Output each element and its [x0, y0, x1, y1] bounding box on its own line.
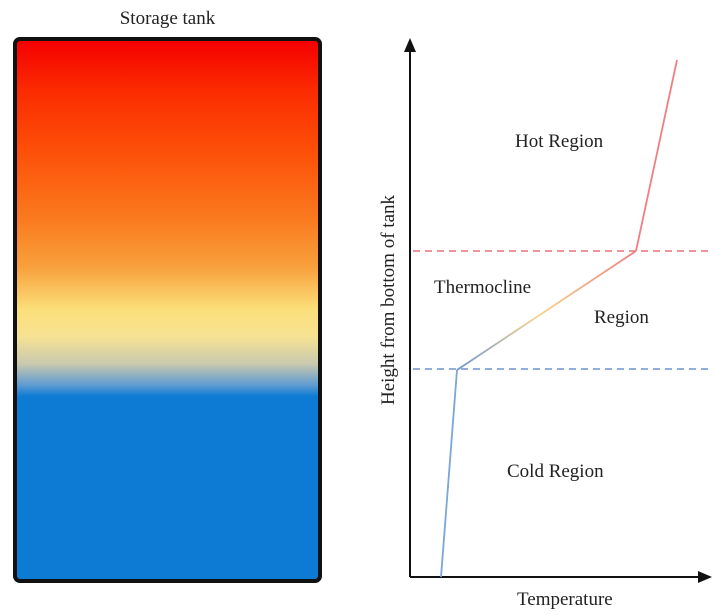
storage-tank: [13, 37, 322, 583]
hot-region-label: Hot Region: [515, 131, 604, 152]
thermocline-profile: [456, 250, 637, 371]
tank-title: Storage tank: [119, 8, 216, 29]
cold-region-profile: [440, 369, 458, 578]
x-axis-arrow-icon: [698, 571, 712, 583]
x-axis-label: Temperature: [517, 589, 613, 610]
y-axis-arrow-icon: [404, 38, 416, 52]
hot-region-profile: [635, 59, 678, 252]
thermocline-region-label: Region: [594, 307, 649, 328]
y-axis-label: Height from bottom of tank: [378, 194, 399, 406]
thermocline-label: Thermocline: [434, 277, 532, 298]
cold-region-label: Cold Region: [507, 461, 604, 482]
